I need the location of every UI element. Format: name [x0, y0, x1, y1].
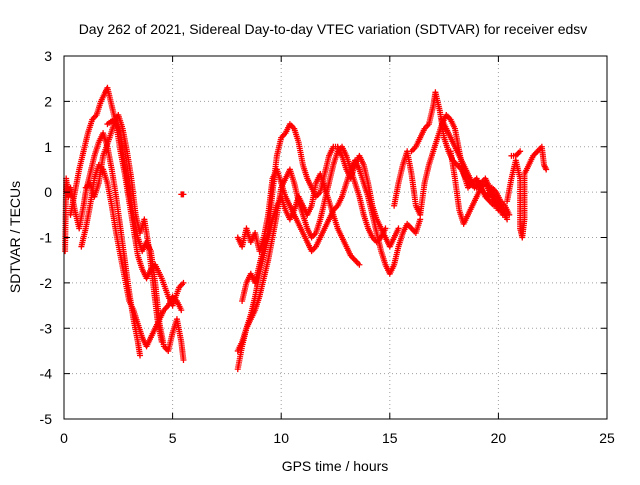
series-track-j	[391, 111, 511, 223]
x-tick-label: 20	[491, 430, 507, 446]
data-point	[543, 166, 550, 173]
y-axis-label: SDTVAR / TECUs	[7, 181, 23, 293]
series-track-n	[504, 143, 550, 241]
data-point	[180, 191, 187, 198]
grid-lines	[64, 56, 607, 419]
data-point	[137, 352, 144, 359]
y-tick-labels: -5 -4 -3 -2 -1 0 1 2 3	[40, 48, 53, 427]
series-track-g	[234, 143, 389, 354]
series-track-m	[447, 148, 506, 227]
plot-frame	[63, 55, 608, 420]
data-point	[506, 211, 513, 218]
y-tick-label: 2	[44, 93, 52, 109]
data-point	[395, 225, 402, 232]
series-track-c	[78, 161, 185, 350]
data-point	[356, 261, 363, 268]
data-point	[158, 338, 165, 345]
data-point	[504, 216, 511, 223]
x-tick-label: 0	[60, 430, 68, 446]
series-track-o	[508, 148, 524, 159]
y-tick-label: -2	[40, 275, 53, 291]
y-tick-label: 0	[44, 184, 52, 200]
x-tick-labels: 0 5 10 15 20 25	[60, 430, 615, 446]
y-tick-label: -3	[40, 320, 53, 336]
series-track-i	[234, 157, 424, 277]
x-tick-label: 25	[599, 430, 615, 446]
data-point	[499, 207, 506, 214]
y-tick-label: -5	[40, 411, 53, 427]
series-track-e	[82, 111, 165, 345]
series-isolated	[178, 191, 187, 198]
data-point	[178, 307, 185, 314]
data-point	[517, 148, 524, 155]
y-tick-label: -4	[40, 366, 53, 382]
data-point	[180, 357, 187, 364]
data-point	[180, 279, 187, 286]
axis-ticks	[63, 55, 608, 420]
series-track-h	[239, 121, 402, 305]
chart-title: Day 262 of 2021, Sidereal Day-to-day VTE…	[79, 21, 588, 37]
x-tick-label: 15	[382, 430, 398, 446]
x-tick-label: 5	[169, 430, 177, 446]
data-points	[62, 84, 550, 373]
x-axis-label: GPS time / hours	[282, 458, 389, 474]
y-tick-label: 1	[44, 139, 52, 155]
y-tick-label: -1	[40, 230, 53, 246]
y-tick-label: 3	[44, 48, 52, 64]
x-tick-label: 10	[273, 430, 289, 446]
